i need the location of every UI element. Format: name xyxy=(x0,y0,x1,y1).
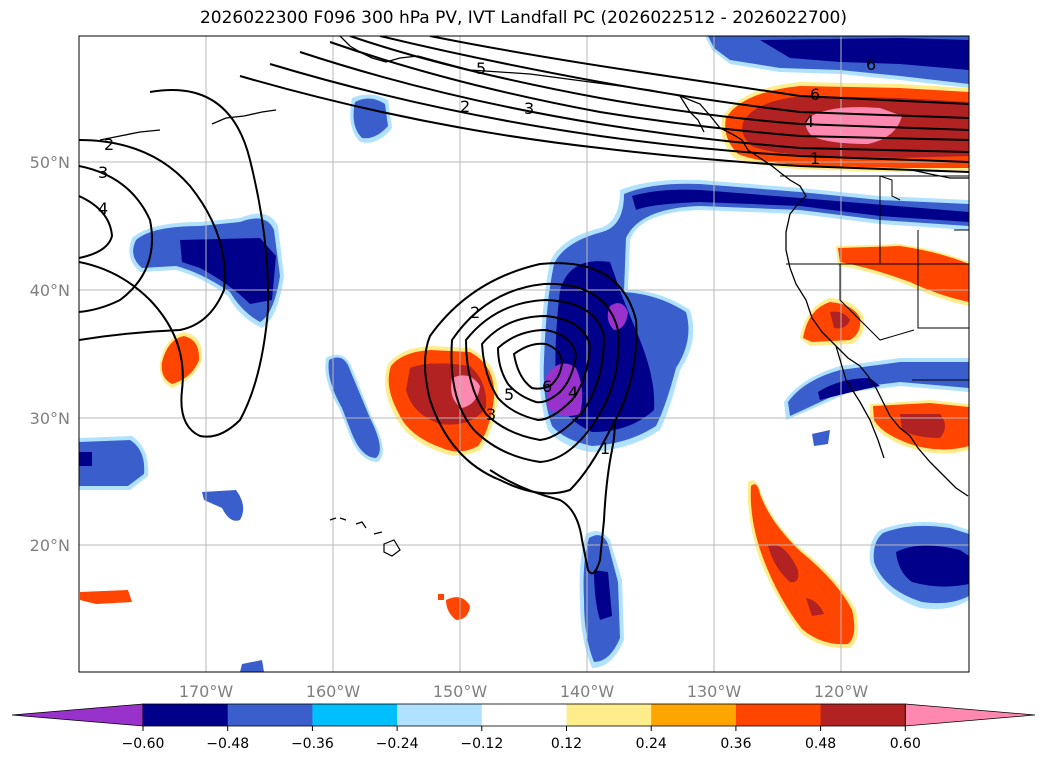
colorbar-extend-min xyxy=(11,703,144,727)
anomaly-blob-west-edge xyxy=(79,436,149,490)
contour-label: 2 xyxy=(104,135,114,154)
anomaly-blob-west xyxy=(129,213,284,328)
anomaly-blob-red-interior xyxy=(836,244,969,306)
anomaly-dot-west xyxy=(80,590,132,604)
anomaly-blob-small-south xyxy=(202,490,244,521)
contour-label: 2 xyxy=(470,303,480,322)
contour-label: 1 xyxy=(600,439,610,458)
colorbar-segment xyxy=(143,704,229,726)
colorbar-segment xyxy=(397,704,483,726)
contour-label: 3 xyxy=(524,99,534,118)
colorbar-tick-label: −0.36 xyxy=(291,736,334,752)
lon-label: 150°W xyxy=(433,682,488,701)
map-area: 5 2 3 6 6 4 1 2 3 4 2 3 5 6 4 1 xyxy=(79,36,969,672)
anomaly-blob-central xyxy=(325,354,383,462)
lon-label: 130°W xyxy=(687,682,742,701)
contour-label: 6 xyxy=(542,377,552,396)
contour-label: 3 xyxy=(98,163,108,182)
political-borders xyxy=(780,175,969,381)
lat-label: 50°N xyxy=(30,153,70,172)
colorbar-tick-label: 0.24 xyxy=(636,736,667,752)
contour-label: 5 xyxy=(504,385,514,404)
colorbar-tick-label: −0.12 xyxy=(460,736,503,752)
colorbar: −0.60 −0.48 −0.36 −0.24 −0.12 0.12 0.24 0.36 0.4… xyxy=(11,703,1036,752)
contour-label: 2 xyxy=(460,97,470,116)
colorbar-tick-label: 0.60 xyxy=(890,736,921,752)
anomaly-blob-southeast xyxy=(869,522,969,609)
contour-label: 4 xyxy=(804,112,814,131)
colorbar-tick-label: −0.48 xyxy=(206,736,249,752)
pv-contours xyxy=(79,36,969,575)
hawaii-islands xyxy=(329,517,401,557)
contour-label: 6 xyxy=(866,55,876,74)
colorbar-segment xyxy=(312,704,398,726)
lon-label: 170°W xyxy=(179,682,234,701)
contour-label: 3 xyxy=(486,405,496,424)
pv-contour-labels: 5 2 3 6 6 4 1 2 3 4 2 3 5 6 4 1 xyxy=(98,55,876,458)
anomaly-blob-bottom xyxy=(240,660,264,672)
anomaly-blob-red-central xyxy=(385,346,499,456)
colorbar-segment xyxy=(735,704,822,726)
anomaly-blob-south-central xyxy=(579,531,624,668)
lat-label: 30°N xyxy=(30,409,70,428)
contour-label: 6 xyxy=(810,85,820,104)
map-title: 2026022300 F096 300 hPa PV, IVT Landfall… xyxy=(199,8,847,28)
lon-label: 160°W xyxy=(306,682,361,701)
anomaly-blob-baja xyxy=(784,358,969,446)
longitude-labels: 170°W 160°W 150°W 140°W 130°W 120°W xyxy=(179,682,869,701)
colorbar-segment xyxy=(566,704,652,726)
colorbar-segment xyxy=(820,704,906,726)
contour-label: 1 xyxy=(810,149,820,168)
colorbar-tick-label: −0.60 xyxy=(122,736,165,752)
anomaly-dot-small xyxy=(438,594,444,600)
lat-label: 20°N xyxy=(30,536,70,555)
coastlines xyxy=(99,36,969,497)
colorbar-tick-label: −0.24 xyxy=(376,736,419,752)
anomaly-blob-gulf-top xyxy=(705,36,969,88)
colorbar-segment xyxy=(651,704,737,726)
colorbar-tick-label: 0.12 xyxy=(551,736,582,752)
anomaly-blob-red-mexico xyxy=(870,400,969,454)
colorbar-extend-max xyxy=(904,703,1036,727)
colorbar-tick-label: 0.48 xyxy=(805,736,836,752)
anomaly-dot-south xyxy=(446,597,470,620)
contour-label: 4 xyxy=(568,383,578,402)
map-frame xyxy=(78,35,970,673)
latitude-labels: 50°N 40°N 30°N 20°N xyxy=(30,153,70,555)
lon-label: 120°W xyxy=(814,682,869,701)
graticule xyxy=(79,36,969,672)
anomaly-blob-north-pacific xyxy=(350,94,392,143)
contour-label: 5 xyxy=(476,59,486,78)
anomaly-blob-red-subtropical xyxy=(747,480,858,649)
contour-label: 4 xyxy=(98,199,108,218)
colorbar-tick-label: 0.36 xyxy=(720,736,751,752)
colorbar-segment xyxy=(227,704,313,726)
lat-label: 40°N xyxy=(30,281,70,300)
colorbar-outline xyxy=(142,703,906,727)
anomaly-blob-red-california xyxy=(800,298,865,346)
colorbar-segment xyxy=(481,704,567,726)
lon-label: 140°W xyxy=(560,682,615,701)
